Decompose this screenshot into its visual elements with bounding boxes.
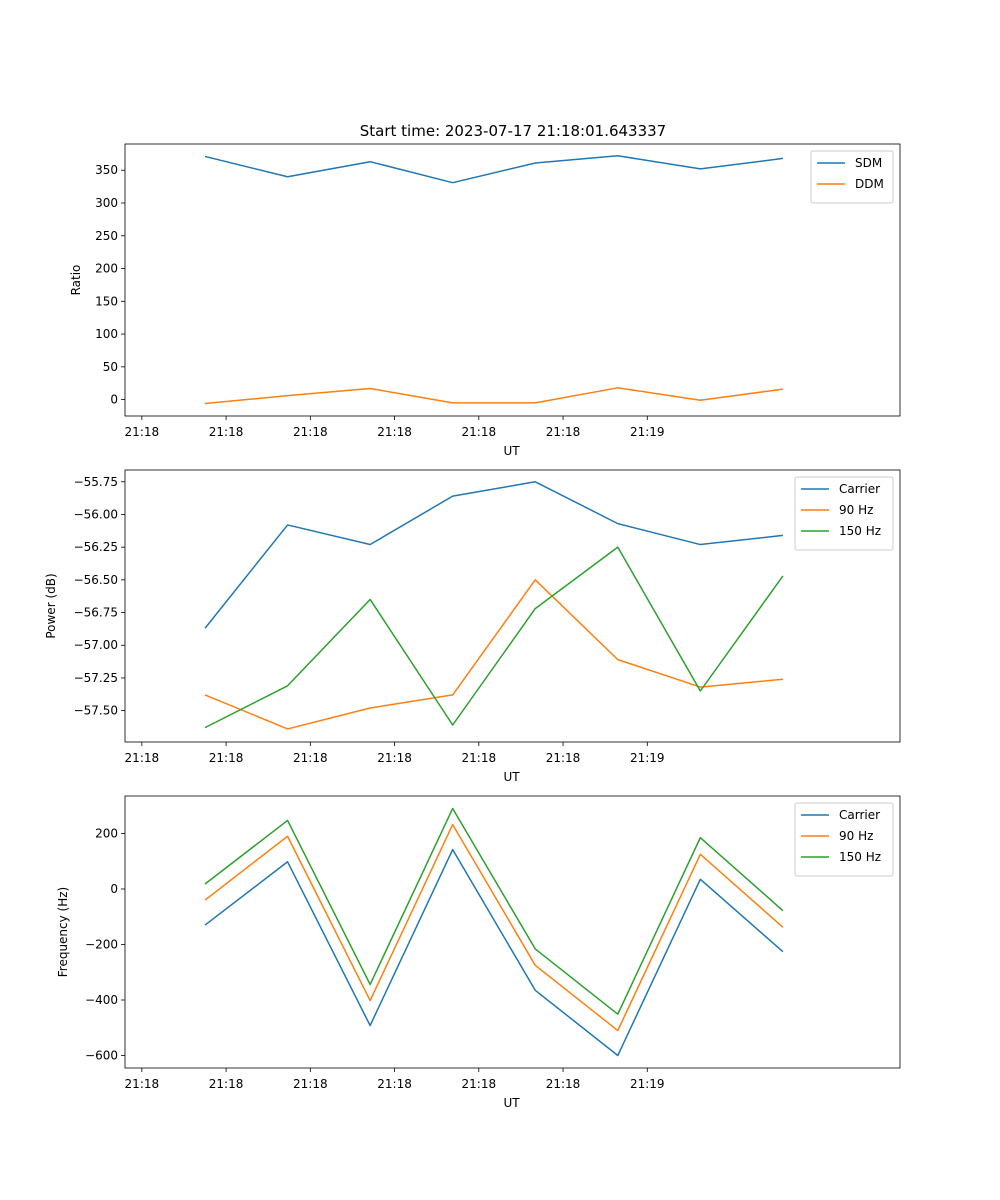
legend-label: 150 Hz bbox=[839, 524, 881, 538]
x-tick-label: 21:18 bbox=[546, 751, 581, 765]
x-tick-label: 21:18 bbox=[125, 1077, 160, 1091]
legend: Carrier 90 Hz 150 Hz bbox=[794, 802, 894, 877]
legend-label: DDM bbox=[855, 177, 884, 191]
series-line-carrier bbox=[204, 848, 784, 1057]
x-tick-label: 21:18 bbox=[209, 751, 244, 765]
y-tick-label: −57.25 bbox=[74, 671, 118, 685]
y-tick-label: −57.50 bbox=[74, 704, 118, 718]
y-tick-label: −56.75 bbox=[74, 606, 118, 620]
x-tick-label: 21:18 bbox=[377, 751, 412, 765]
legend-label: SDM bbox=[855, 156, 882, 170]
x-tick-label: 21:18 bbox=[462, 751, 497, 765]
series-line-sdm bbox=[204, 155, 784, 184]
series-line-150-hz bbox=[204, 807, 784, 1015]
x-tick-label: 21:18 bbox=[462, 1077, 497, 1091]
plot-area bbox=[124, 469, 901, 743]
legend: SDM DDM bbox=[810, 150, 894, 204]
x-tick-label: 21:18 bbox=[293, 1077, 328, 1091]
x-axis-label: UT bbox=[503, 770, 520, 784]
figure-title: Start time: 2023-07-17 21:18:01.643337 bbox=[360, 122, 666, 140]
legend-box bbox=[810, 150, 894, 204]
x-tick-label: 21:18 bbox=[293, 425, 328, 439]
plot-area bbox=[124, 143, 901, 417]
legend-label: 90 Hz bbox=[839, 829, 873, 843]
y-tick-label: 50 bbox=[103, 360, 118, 374]
x-tick-label: 21:18 bbox=[209, 1077, 244, 1091]
y-axis-label: Frequency (Hz) bbox=[56, 887, 70, 978]
y-tick-label: 200 bbox=[95, 826, 118, 840]
y-axis-label: Ratio bbox=[69, 265, 83, 296]
y-tick-label: −55.75 bbox=[74, 475, 118, 489]
x-tick-label: 21:18 bbox=[546, 425, 581, 439]
series-line-150-hz bbox=[204, 546, 784, 729]
y-tick-label: 0 bbox=[110, 393, 118, 407]
chart-panel-1: 21:18 21:18 21:18 21:18 21:18 21:18 21:19 0 50 10… bbox=[69, 143, 901, 458]
y-tick-label: 250 bbox=[95, 229, 118, 243]
legend-label: Carrier bbox=[839, 482, 880, 496]
x-axis-label: UT bbox=[503, 444, 520, 458]
series-line-ddm bbox=[204, 387, 784, 405]
y-tick-label: 100 bbox=[95, 327, 118, 341]
series-line-90-hz bbox=[204, 579, 783, 730]
legend-label: Carrier bbox=[839, 808, 880, 822]
y-tick-label: −56.00 bbox=[74, 507, 118, 521]
x-tick-label: 21:18 bbox=[462, 425, 497, 439]
series-line-90-hz bbox=[204, 823, 784, 1032]
series-line-carrier bbox=[204, 481, 783, 629]
x-tick-label: 21:18 bbox=[377, 425, 412, 439]
x-tick-label: 21:18 bbox=[377, 1077, 412, 1091]
x-tick-label: 21:19 bbox=[630, 425, 665, 439]
y-tick-label: −600 bbox=[85, 1049, 118, 1063]
chart-panel-2: 21:18 21:18 21:18 21:18 21:18 21:18 21:19 −57.5… bbox=[44, 469, 901, 784]
x-tick-label: 21:18 bbox=[293, 751, 328, 765]
y-tick-label: 300 bbox=[95, 196, 118, 210]
legend: Carrier 90 Hz 150 Hz bbox=[794, 476, 894, 551]
y-tick-label: −57.00 bbox=[74, 638, 118, 652]
plot-area bbox=[124, 795, 901, 1069]
legend-label: 150 Hz bbox=[839, 850, 881, 864]
y-axis-label: Power (dB) bbox=[44, 573, 58, 638]
y-tick-label: 350 bbox=[95, 163, 118, 177]
x-tick-label: 21:18 bbox=[125, 425, 160, 439]
x-tick-label: 21:19 bbox=[630, 751, 665, 765]
x-tick-label: 21:18 bbox=[125, 751, 160, 765]
y-tick-label: −56.25 bbox=[74, 540, 118, 554]
legend-label: 90 Hz bbox=[839, 503, 873, 517]
y-tick-label: 150 bbox=[95, 294, 118, 308]
y-tick-label: 0 bbox=[110, 882, 118, 896]
chart-panel-3: 21:18 21:18 21:18 21:18 21:18 21:18 21:19 −600 −… bbox=[56, 795, 901, 1110]
y-tick-label: −400 bbox=[85, 993, 118, 1007]
x-tick-label: 21:18 bbox=[546, 1077, 581, 1091]
y-tick-label: −200 bbox=[85, 937, 118, 951]
y-tick-label: −56.50 bbox=[74, 573, 118, 587]
y-tick-label: 200 bbox=[95, 262, 118, 276]
x-tick-label: 21:19 bbox=[630, 1077, 665, 1091]
x-tick-label: 21:18 bbox=[209, 425, 244, 439]
x-axis-label: UT bbox=[503, 1096, 520, 1110]
